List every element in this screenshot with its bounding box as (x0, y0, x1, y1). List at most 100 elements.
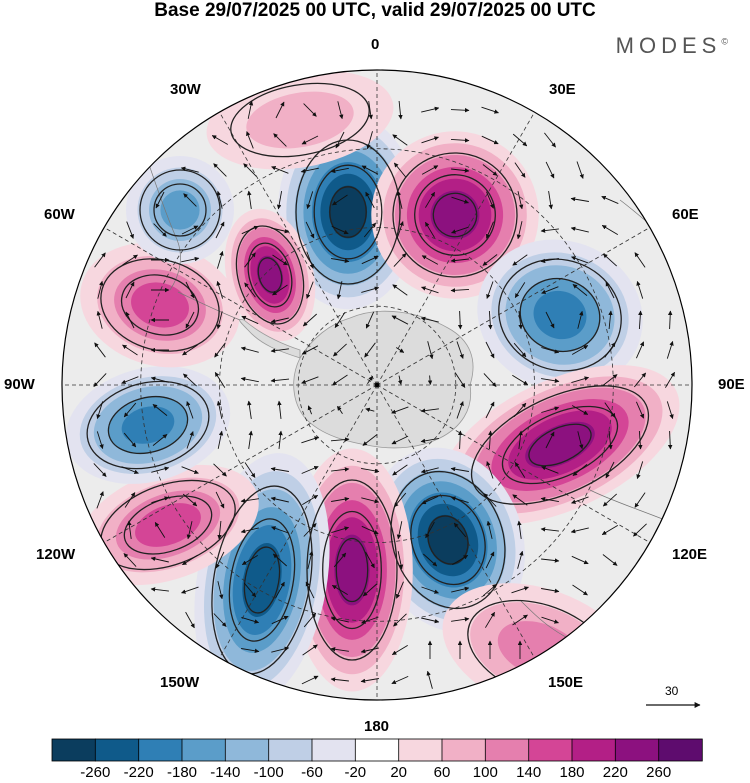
wind-arrow (186, 521, 193, 540)
wind-arrow (271, 227, 290, 234)
wind-arrow (361, 255, 379, 265)
wind-arrow (571, 555, 589, 565)
wind-arrow (541, 406, 560, 413)
wind-arrow (605, 461, 615, 479)
wind-arrow (513, 402, 527, 418)
wind-arrow (396, 221, 404, 239)
wind-arrow (450, 496, 469, 504)
wind-arrow (361, 286, 380, 293)
colorbar-tick: -60 (301, 764, 323, 781)
anomaly-neg-0 (277, 114, 419, 310)
meridian-line (219, 111, 378, 386)
contour-neg-45w (139, 169, 221, 251)
wind-arrow (301, 376, 319, 384)
wind-arrow (182, 344, 198, 356)
wind-arrow (122, 344, 138, 356)
wind-arrow (213, 613, 227, 627)
wind-arrow (636, 461, 644, 480)
wind-arrow (96, 310, 103, 329)
colorbar-tick: -20 (344, 764, 367, 781)
contour-line (230, 82, 370, 158)
wind-arrow (605, 281, 615, 299)
wind-arrow (181, 466, 199, 474)
wind-arrow (96, 491, 104, 509)
wind-arrow (571, 376, 590, 384)
wind-arrow (577, 310, 584, 329)
wind-arrow (570, 196, 589, 202)
lon-label-30w: 30W (170, 81, 201, 98)
wind-arrow (393, 492, 407, 508)
wind-arrow (548, 191, 553, 210)
wind-arrow (360, 647, 379, 654)
wind-arrow (361, 525, 379, 535)
wind-arrow (272, 553, 288, 567)
wind-arrow (125, 281, 135, 299)
wind-arrow (453, 522, 467, 538)
colorbar-tick-labels: -260 -220 -180 -140 -100 -60 -20 20 60 100 140 180 2… (0, 764, 750, 782)
wind-arrow (150, 556, 169, 563)
wind-arrow (454, 372, 466, 388)
wind-arrow (451, 196, 469, 204)
wind-arrow (450, 107, 470, 113)
wind-arrow (330, 167, 349, 174)
wind-arrow (185, 611, 195, 629)
wind-arrow (634, 252, 646, 268)
wind-arrow (331, 496, 350, 502)
wind-arrow (271, 166, 289, 174)
lon-label-90w: 90W (4, 376, 35, 393)
wind-arrow (488, 430, 493, 450)
contour-line (306, 479, 398, 661)
wind-arrow (362, 583, 378, 597)
wind-arrow (391, 675, 409, 685)
wind-arrow (273, 133, 287, 147)
colorbar-swatch (311, 738, 356, 762)
contour-line (322, 510, 382, 630)
wind-arrow (331, 258, 350, 264)
wind-arrow (303, 103, 317, 117)
contour-pos-175 (306, 479, 398, 661)
wind-arrow (391, 406, 409, 414)
wind-arrow (217, 520, 222, 540)
colorbar-swatch (658, 738, 703, 762)
anomaly-band (135, 503, 201, 547)
wind-arrow (665, 371, 675, 388)
wind-arrow (421, 286, 439, 294)
wind-arrow (483, 493, 497, 507)
wind-arrow (391, 435, 409, 445)
wind-arrow (396, 581, 404, 599)
wind-arrow (186, 431, 194, 449)
anomaly-band (334, 534, 370, 606)
wind-arrow (633, 523, 647, 537)
wind-vectors (93, 100, 675, 689)
wind-arrow (215, 491, 225, 509)
wind-arrow (181, 225, 199, 235)
wind-arrow (425, 521, 435, 539)
wind-arrow (361, 165, 379, 175)
wind-arrow (488, 310, 493, 330)
anomaly-neg-95w (65, 366, 231, 484)
wind-arrow (420, 437, 439, 444)
wind-arrow (246, 131, 254, 149)
colorbar-tick: 220 (602, 764, 628, 781)
colorbar-swatch (138, 738, 183, 762)
wind-arrow (306, 251, 314, 269)
wind-arrow (421, 165, 439, 175)
wind-arrow (365, 551, 375, 569)
lon-label-60e: 60E (672, 206, 699, 223)
reference-vector-label: 30 (665, 684, 679, 698)
wind-arrow (150, 587, 169, 592)
lon-label-120e: 120E (672, 546, 708, 563)
wind-arrow (96, 431, 104, 450)
wind-arrow (512, 133, 528, 147)
wind-arrow (182, 554, 198, 566)
wind-arrow (420, 408, 439, 413)
colorbar-tick: -180 (166, 764, 198, 781)
wind-arrow (152, 434, 168, 446)
anomaly-band (160, 190, 200, 230)
wind-arrow (634, 492, 646, 508)
wind-arrow (276, 191, 283, 210)
wind-arrow (540, 257, 559, 264)
wind-arrow (541, 286, 559, 294)
colorbar (51, 738, 703, 762)
lon-label-120w: 120W (36, 546, 76, 563)
